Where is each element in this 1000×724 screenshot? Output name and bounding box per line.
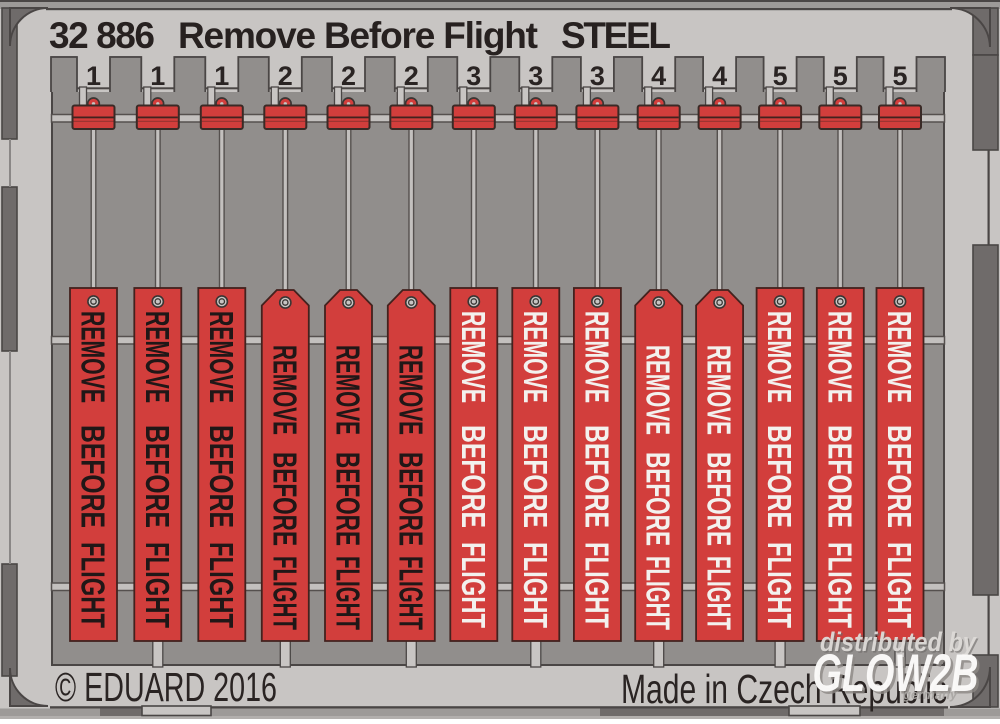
svg-text:BEFORE: BEFORE — [640, 452, 677, 546]
svg-text:© EDUARD 2016: © EDUARD 2016 — [55, 664, 277, 710]
svg-text:BEFORE: BEFORE — [203, 425, 240, 528]
svg-text:BEFORE: BEFORE — [455, 425, 492, 528]
svg-text:BEFORE: BEFORE — [821, 425, 858, 528]
svg-text:REMOVE: REMOVE — [701, 345, 738, 435]
svg-text:germany: germany — [902, 687, 958, 702]
svg-text:4: 4 — [651, 61, 666, 91]
svg-text:FLIGHT: FLIGHT — [640, 556, 677, 630]
svg-text:5: 5 — [773, 61, 788, 91]
svg-text:REMOVE: REMOVE — [640, 345, 677, 435]
svg-text:REMOVE: REMOVE — [392, 345, 429, 435]
svg-text:REMOVE: REMOVE — [203, 311, 240, 403]
svg-text:2: 2 — [278, 61, 293, 91]
svg-text:5: 5 — [833, 61, 848, 91]
svg-text:REMOVE: REMOVE — [517, 311, 554, 403]
svg-text:REMOVE: REMOVE — [455, 311, 492, 403]
svg-text:2: 2 — [404, 61, 419, 91]
svg-text:FLIGHT: FLIGHT — [392, 556, 429, 630]
svg-text:STEEL: STEEL — [561, 15, 671, 56]
svg-text:FLIGHT: FLIGHT — [821, 542, 858, 628]
svg-text:GLOW2B: GLOW2B — [813, 644, 979, 703]
svg-text:REMOVE: REMOVE — [821, 311, 858, 403]
svg-text:BEFORE: BEFORE — [75, 425, 112, 528]
svg-text:1: 1 — [86, 61, 101, 91]
svg-text:REMOVE: REMOVE — [330, 345, 367, 435]
svg-text:1: 1 — [214, 61, 229, 91]
svg-text:BEFORE: BEFORE — [701, 452, 738, 546]
svg-text:FLIGHT: FLIGHT — [266, 556, 303, 630]
svg-text:FLIGHT: FLIGHT — [578, 542, 615, 628]
svg-text:BEFORE: BEFORE — [330, 452, 367, 546]
svg-text:1: 1 — [150, 61, 165, 91]
svg-text:REMOVE: REMOVE — [75, 311, 112, 403]
svg-text:BEFORE: BEFORE — [517, 425, 554, 528]
svg-text:FLIGHT: FLIGHT — [330, 556, 367, 630]
svg-text:FLIGHT: FLIGHT — [139, 542, 176, 628]
svg-text:FLIGHT: FLIGHT — [203, 542, 240, 628]
svg-text:FLIGHT: FLIGHT — [881, 542, 918, 628]
svg-text:FLIGHT: FLIGHT — [701, 556, 738, 630]
svg-text:BEFORE: BEFORE — [578, 425, 615, 528]
svg-text:FLIGHT: FLIGHT — [761, 542, 798, 628]
svg-text:REMOVE: REMOVE — [881, 311, 918, 403]
svg-text:FLIGHT: FLIGHT — [455, 542, 492, 628]
svg-text:BEFORE: BEFORE — [881, 425, 918, 528]
svg-text:2: 2 — [341, 61, 356, 91]
svg-text:32 886: 32 886 — [49, 15, 155, 56]
svg-text:REMOVE: REMOVE — [139, 311, 176, 403]
svg-text:BEFORE: BEFORE — [266, 452, 303, 546]
svg-text:REMOVE: REMOVE — [578, 311, 615, 403]
svg-text:3: 3 — [590, 61, 605, 91]
svg-text:Remove Before Flight: Remove Before Flight — [178, 15, 538, 56]
svg-text:BEFORE: BEFORE — [139, 425, 176, 528]
svg-text:FLIGHT: FLIGHT — [517, 542, 554, 628]
svg-text:4: 4 — [712, 61, 727, 91]
svg-text:REMOVE: REMOVE — [266, 345, 303, 435]
svg-text:FLIGHT: FLIGHT — [75, 542, 112, 628]
svg-text:BEFORE: BEFORE — [761, 425, 798, 528]
svg-text:distributed by: distributed by — [822, 629, 980, 659]
svg-text:GLOW2B: GLOW2B — [815, 647, 981, 706]
svg-text:Made in Czech Republic: Made in Czech Republic — [621, 666, 947, 712]
svg-text:BEFORE: BEFORE — [392, 452, 429, 546]
svg-text:distributed by: distributed by — [820, 627, 978, 657]
svg-text:3: 3 — [528, 61, 543, 91]
svg-text:3: 3 — [466, 61, 481, 91]
svg-text:5: 5 — [892, 61, 907, 91]
svg-text:REMOVE: REMOVE — [761, 311, 798, 403]
